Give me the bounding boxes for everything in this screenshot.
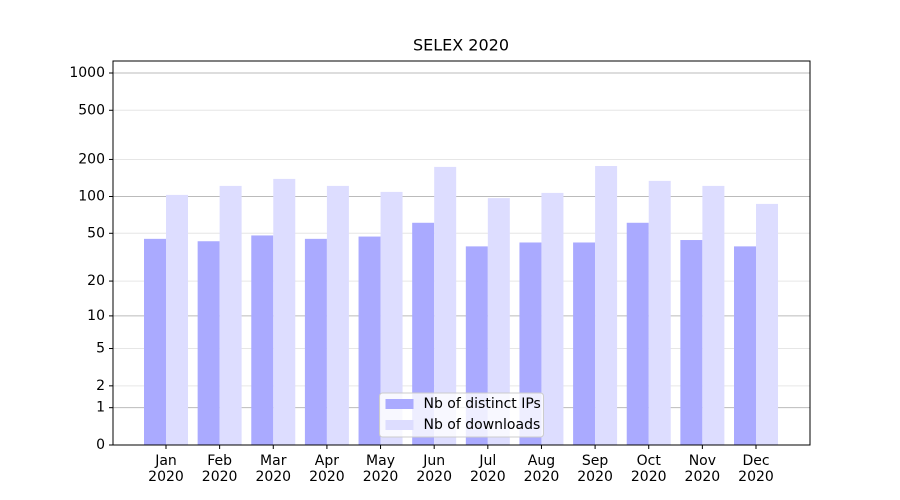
legend: Nb of distinct IPs Nb of downloads	[379, 392, 544, 438]
x-tick-label: Feb 2020	[201, 453, 238, 485]
bar	[358, 236, 381, 445]
plot-frame	[112, 60, 811, 446]
bar	[412, 222, 435, 445]
bar	[304, 238, 327, 445]
x-tick-label: Jan 2020	[148, 453, 184, 485]
bar	[734, 246, 756, 445]
y-tick-label: 0	[96, 437, 105, 453]
y-tick-label: 5	[96, 341, 105, 357]
bar	[756, 203, 778, 445]
x-tick-label: May 2020	[362, 453, 399, 485]
x-tick-label: Dec 2020	[738, 453, 774, 485]
bar	[648, 180, 671, 445]
bar	[541, 192, 564, 445]
x-tick-label: Sep 2020	[577, 453, 613, 485]
bar	[197, 241, 220, 445]
y-tick-label: 1000	[69, 65, 105, 81]
bar	[326, 185, 349, 445]
y-tick-label: 20	[87, 273, 105, 289]
y-tick-label: 50	[87, 225, 105, 241]
x-tick-label: Oct 2020	[630, 453, 667, 485]
y-tick-label: 1	[96, 400, 105, 416]
x-tick-label: Mar 2020	[255, 453, 292, 485]
bar	[251, 235, 274, 445]
bar	[680, 240, 703, 445]
chart-title: SELEX 2020	[413, 36, 509, 55]
legend-label: Nb of downloads	[424, 417, 541, 433]
bar	[573, 242, 596, 445]
bar	[219, 185, 242, 445]
x-tick-label: Aug 2020	[523, 453, 560, 485]
x-tick-label: Apr 2020	[309, 453, 345, 485]
x-tick-label: Nov 2020	[684, 453, 721, 485]
bar	[144, 238, 166, 445]
y-tick-label: 100	[78, 189, 105, 205]
legend-swatch	[385, 420, 414, 430]
bar	[380, 191, 403, 445]
bar	[626, 222, 649, 445]
x-tick-label: Jun 2020	[416, 453, 452, 485]
y-tick-label: 500	[78, 102, 105, 118]
bar	[273, 178, 296, 445]
y-tick-label: 10	[87, 308, 105, 324]
bar	[595, 165, 618, 445]
y-tick-label: 200	[78, 151, 105, 167]
legend-box	[379, 392, 544, 438]
legend-label: Nb of distinct IPs	[424, 396, 541, 412]
legend-swatch	[385, 399, 414, 409]
bar	[487, 198, 510, 445]
y-tick-label: 2	[96, 378, 105, 394]
bar	[434, 166, 457, 445]
bar	[166, 194, 188, 445]
x-tick-label: Jul 2020	[469, 453, 506, 485]
bar	[702, 185, 725, 445]
